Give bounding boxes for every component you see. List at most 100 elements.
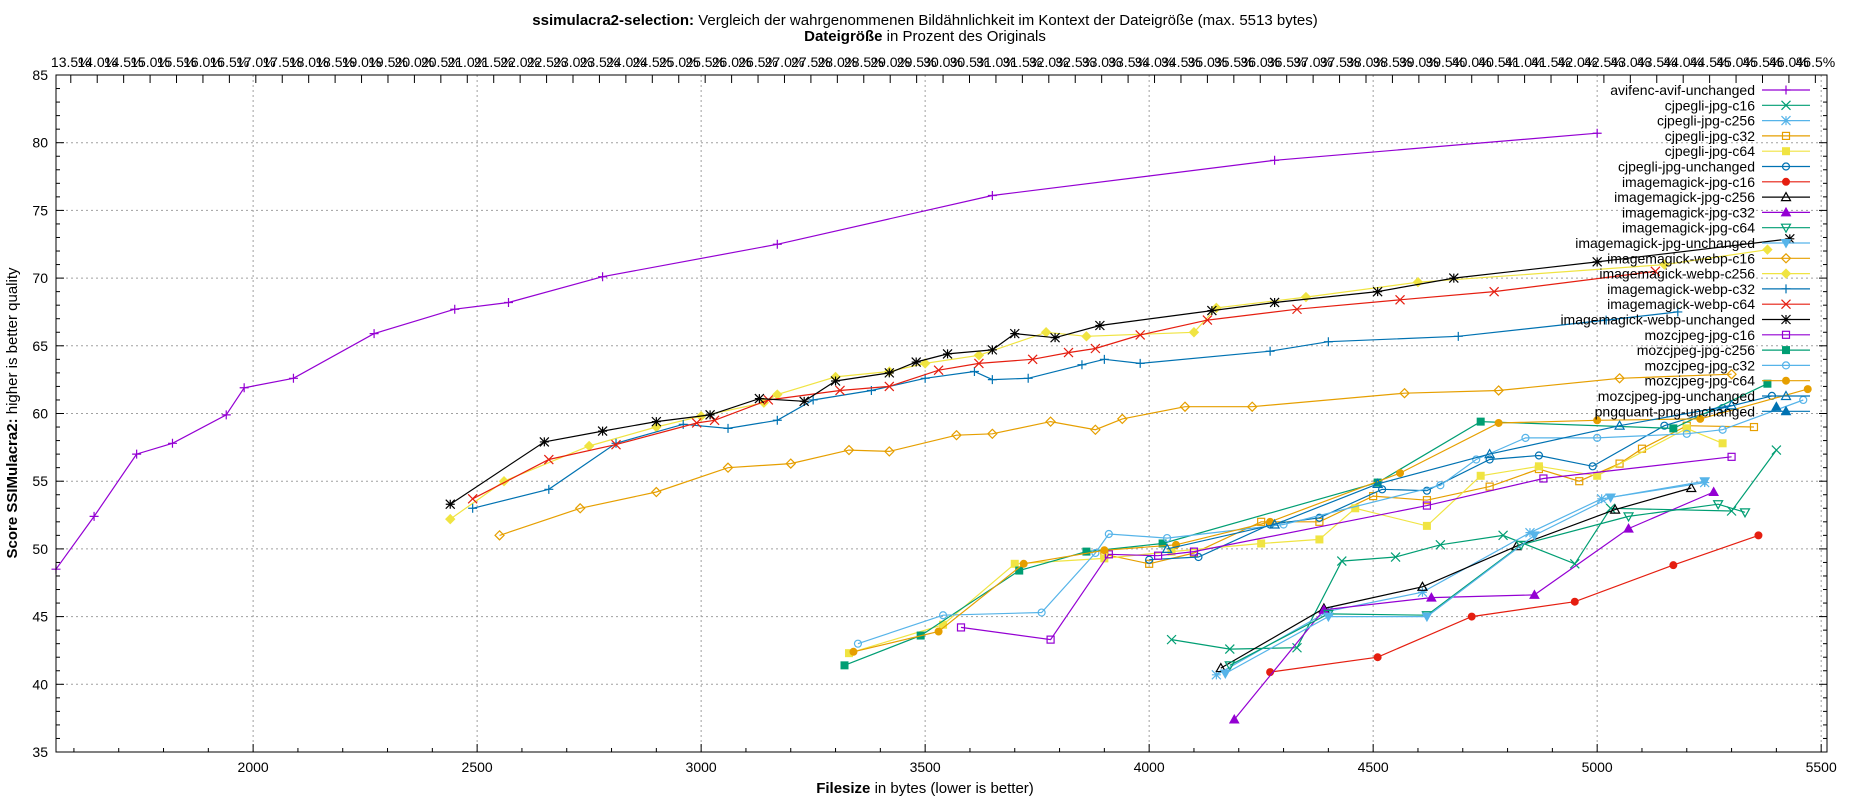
data-point xyxy=(221,410,231,420)
data-point xyxy=(1063,347,1074,358)
data-point xyxy=(1708,486,1720,497)
data-point xyxy=(1194,552,1203,562)
series-imagemagick-jpg-c256 xyxy=(1215,482,1697,673)
data-point xyxy=(544,484,554,494)
data-point xyxy=(883,446,895,457)
data-point xyxy=(1023,373,1033,383)
legend-entry: imagemagick-jpg-c32 xyxy=(1622,204,1810,220)
data-point xyxy=(1421,612,1433,623)
x-tick-label: 4500 xyxy=(1358,759,1389,775)
chart-title: ssimulacra2-selection: Vergleich der wah… xyxy=(532,12,1317,29)
data-point xyxy=(1623,512,1635,523)
top-tick-label: 44.5% xyxy=(1690,54,1730,70)
legend-label: imagemagick-jpg-c16 xyxy=(1622,174,1755,190)
top-tick-label: 19.5% xyxy=(368,54,408,70)
data-point xyxy=(1485,455,1494,464)
data-point xyxy=(1270,155,1280,165)
data-point xyxy=(1269,297,1280,308)
top-tick-label: 26.5% xyxy=(738,54,778,70)
top-tick-label: 37.5% xyxy=(1320,54,1360,70)
data-point xyxy=(1762,244,1773,255)
series-mozcjpeg-jpg-c32 xyxy=(853,395,1808,648)
data-point xyxy=(1219,669,1231,679)
data-point xyxy=(1754,531,1763,540)
data-point xyxy=(1010,559,1019,568)
data-point xyxy=(772,415,782,425)
data-point xyxy=(1534,462,1543,471)
data-point xyxy=(1484,448,1496,459)
data-point xyxy=(1426,592,1437,602)
data-point xyxy=(1784,233,1795,244)
series-line xyxy=(1149,395,1773,561)
top-tick-label: 41.0% xyxy=(1505,54,1545,70)
top-tick-label: 42.0% xyxy=(1558,54,1598,70)
data-point xyxy=(772,389,783,400)
legend-marker xyxy=(1781,115,1791,126)
legend-label: imagemagick-webp-c32 xyxy=(1607,281,1755,297)
series-avifenc-avif-unchanged xyxy=(51,128,1602,574)
y-tick-label: 60 xyxy=(32,406,48,422)
data-point xyxy=(1534,451,1544,460)
series-line xyxy=(1104,425,1755,565)
data-point xyxy=(1529,531,1540,541)
data-point xyxy=(445,513,456,525)
data-point xyxy=(1100,546,1109,555)
legend-entry: imagemagick-jpg-c16 xyxy=(1622,174,1810,190)
data-point xyxy=(763,395,774,405)
data-point xyxy=(1417,587,1428,598)
top-tick-label: 42.5% xyxy=(1584,54,1624,70)
legend-marker xyxy=(1782,147,1790,156)
top-tick-label: 28.0% xyxy=(817,54,857,70)
data-point xyxy=(1154,551,1163,560)
data-point xyxy=(1189,547,1199,556)
data-point xyxy=(1224,661,1236,672)
legend-entry: imagemagick-webp-c64 xyxy=(1607,296,1810,312)
legend-marker xyxy=(1780,223,1792,234)
data-point xyxy=(956,623,966,632)
data-point xyxy=(1292,642,1302,653)
top-axis: 13.5%14.0%14.5%15.0%15.5%16.0%16.5%17.0%… xyxy=(51,54,1835,83)
top-tick-label: 22.0% xyxy=(500,54,540,70)
legend-marker xyxy=(1782,376,1790,385)
data-point xyxy=(1593,471,1602,480)
data-point xyxy=(1660,421,1669,430)
legend-entry: cjpegli-jpg-c32 xyxy=(1665,128,1810,144)
data-point xyxy=(1515,540,1527,551)
data-point xyxy=(1257,517,1266,526)
data-point xyxy=(987,344,998,355)
top-tick-label: 30.0% xyxy=(923,54,963,70)
legend-marker xyxy=(1781,361,1791,370)
series-cjpegli-jpg-c32 xyxy=(1100,421,1759,568)
data-point xyxy=(1685,482,1697,493)
legend-entry: avifenc-avif-unchanged xyxy=(1610,82,1810,98)
series-cjpegli-jpg-c16 xyxy=(1166,445,1782,655)
series-line xyxy=(499,373,1732,536)
top-tick-label: 46.0% xyxy=(1769,54,1809,70)
data-point xyxy=(723,423,733,433)
data-point xyxy=(1739,508,1751,519)
data-point xyxy=(1323,337,1333,347)
legend-marker xyxy=(1781,314,1791,325)
data-point xyxy=(1081,331,1092,342)
data-point xyxy=(830,376,841,386)
data-point xyxy=(1489,286,1500,297)
legend-marker xyxy=(1782,177,1790,186)
data-point xyxy=(1718,425,1727,434)
legend-label: mozcjpeg-jpg-c32 xyxy=(1645,357,1756,373)
data-point xyxy=(705,409,716,420)
data-point xyxy=(1476,417,1485,426)
top-tick-label: 18.0% xyxy=(289,54,329,70)
legend-label: cjpegli-jpg-c32 xyxy=(1665,128,1755,144)
data-point xyxy=(132,449,142,459)
data-point xyxy=(1588,462,1597,471)
data-point xyxy=(785,458,797,469)
chart-subtitle: Dateigröße in Prozent des Originals xyxy=(804,28,1046,45)
y-tick-label: 55 xyxy=(32,473,48,489)
series-imagemagick-jpg-unchanged xyxy=(1219,477,1711,679)
legend-label: mozcjpeg-jpg-unchanged xyxy=(1598,388,1755,404)
legend-label: imagemagick-jpg-c32 xyxy=(1622,204,1755,220)
data-point xyxy=(942,348,953,359)
data-point xyxy=(445,499,456,510)
data-point xyxy=(1575,477,1584,486)
y-axis-label: Score SSIMulacra2: higher is better qual… xyxy=(4,267,21,558)
